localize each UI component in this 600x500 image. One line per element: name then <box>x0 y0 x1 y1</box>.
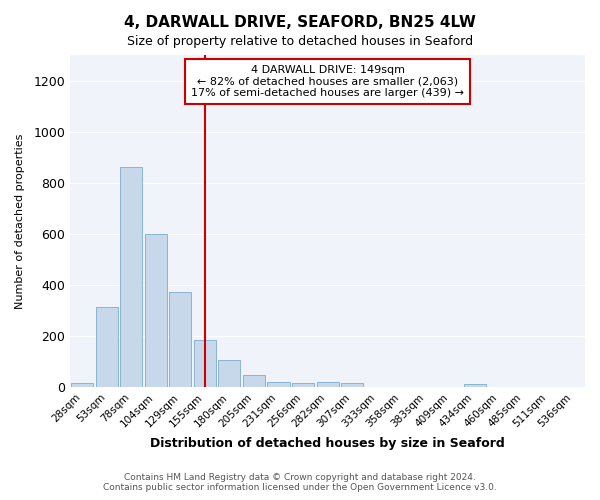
Bar <box>194 340 216 387</box>
Text: 4 DARWALL DRIVE: 149sqm
← 82% of detached houses are smaller (2,063)
17% of semi: 4 DARWALL DRIVE: 149sqm ← 82% of detache… <box>191 65 464 98</box>
Text: Size of property relative to detached houses in Seaford: Size of property relative to detached ho… <box>127 35 473 48</box>
Bar <box>317 382 338 387</box>
Text: Contains HM Land Registry data © Crown copyright and database right 2024.
Contai: Contains HM Land Registry data © Crown c… <box>103 473 497 492</box>
Y-axis label: Number of detached properties: Number of detached properties <box>15 134 25 308</box>
Bar <box>292 383 314 387</box>
Bar <box>121 168 142 387</box>
Bar <box>243 376 265 387</box>
Bar <box>341 383 363 387</box>
Bar <box>268 382 290 387</box>
Bar <box>96 306 118 387</box>
Bar <box>169 292 191 387</box>
Bar <box>464 384 485 387</box>
Bar <box>218 360 241 387</box>
Text: 4, DARWALL DRIVE, SEAFORD, BN25 4LW: 4, DARWALL DRIVE, SEAFORD, BN25 4LW <box>124 15 476 30</box>
Bar <box>145 234 167 387</box>
X-axis label: Distribution of detached houses by size in Seaford: Distribution of detached houses by size … <box>150 437 505 450</box>
Bar <box>71 383 94 387</box>
